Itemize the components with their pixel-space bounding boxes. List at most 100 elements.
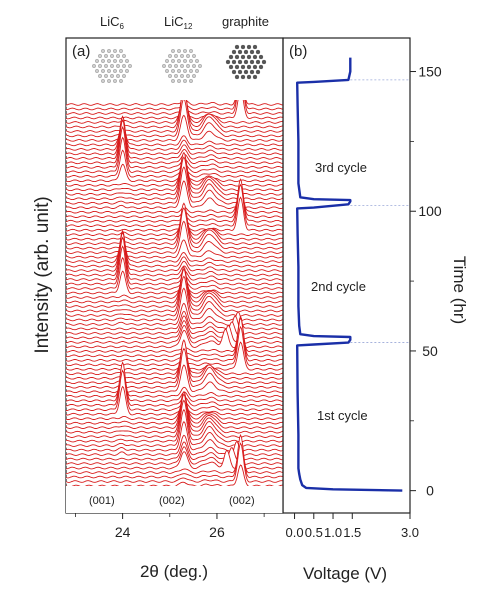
- xrd-pattern-fill: [66, 164, 283, 183]
- xrd-pattern-fill: [66, 443, 283, 484]
- y-tick-label: 100: [418, 203, 442, 219]
- xrd-pattern-trace: [66, 420, 283, 452]
- xrd-pattern-trace: [66, 114, 283, 142]
- xrd-pattern-trace: [66, 156, 283, 201]
- xrd-pattern-trace: [66, 440, 283, 461]
- panel-b-frame: [282, 37, 411, 514]
- xrd-pattern-trace: [66, 231, 283, 277]
- xrd-pattern-trace: [66, 235, 283, 263]
- peak-label-band: [66, 486, 283, 513]
- xrd-pattern-trace: [66, 163, 283, 183]
- xrd-pattern-trace: [66, 269, 283, 304]
- xrd-pattern-trace: [66, 266, 283, 308]
- xrd-pattern-trace: [66, 270, 283, 295]
- xrd-pattern-fill: [66, 399, 283, 421]
- xrd-pattern-trace: [66, 206, 283, 241]
- xrd-pattern-trace: [66, 348, 283, 376]
- xrd-pattern-trace: [66, 339, 283, 385]
- xrd-pattern-trace: [66, 390, 283, 434]
- xrd-pattern-trace: [66, 442, 283, 474]
- xrd-pattern-trace: [66, 287, 283, 322]
- licx12-label: LiC12: [164, 14, 193, 31]
- xrd-pattern-trace: [66, 371, 283, 398]
- x-tick-label: 1.5: [343, 525, 361, 540]
- xrd-pattern-trace: [66, 115, 283, 160]
- x-tick-label: 3.0: [401, 525, 419, 540]
- xrd-pattern-trace: [66, 178, 283, 223]
- xrd-pattern-trace: [66, 449, 283, 470]
- xrd-pattern-trace: [66, 347, 283, 389]
- xrd-pattern-fill: [66, 271, 283, 295]
- xrd-pattern-trace: [66, 118, 283, 165]
- xrd-pattern-trace: [66, 315, 283, 358]
- panel-a-xlabel: 2θ (deg.): [140, 562, 208, 581]
- xrd-pattern-trace: [66, 442, 283, 483]
- xrd-pattern-trace: [66, 100, 283, 106]
- xrd-pattern-trace: [66, 220, 283, 254]
- xrd-pattern-trace: [66, 180, 283, 210]
- panel-b-label: (b): [289, 43, 307, 60]
- panel-b-xlabel: Voltage (V): [303, 564, 387, 583]
- voltage-time-plot: [296, 57, 410, 492]
- graphite-label: graphite: [222, 14, 269, 29]
- xrd-pattern-fill: [66, 435, 283, 457]
- panel-a-label: (a): [72, 43, 90, 60]
- xrd-pattern-trace: [66, 324, 283, 344]
- graphite-lattice-icon: [225, 44, 267, 80]
- xrd-pattern-trace: [66, 275, 283, 299]
- panel-a-x-axis: 24 26: [75, 513, 265, 540]
- xrd-pattern-trace: [66, 126, 283, 169]
- xrd-pattern-trace: [66, 394, 283, 425]
- xrd-pattern-trace: [66, 302, 283, 326]
- xrd-pattern-trace: [66, 393, 283, 438]
- xrd-pattern-fill: [66, 342, 283, 372]
- panel-b-ylabel: Time (hr): [450, 256, 469, 324]
- xrd-pattern-trace: [66, 433, 283, 479]
- xrd-pattern-trace: [66, 325, 283, 367]
- xrd-pattern-trace: [66, 268, 283, 313]
- xrd-pattern-trace: [66, 231, 283, 268]
- cycle-label-3rd: 3rd cycle: [315, 160, 367, 175]
- xrd-pattern-fill: [66, 217, 283, 237]
- xrd-pattern-fill: [66, 197, 283, 233]
- xrd-pattern-trace: [66, 434, 283, 456]
- xrd-pattern-trace: [66, 152, 283, 192]
- xrd-pattern-trace: [66, 361, 283, 407]
- xrd-waterfall-plot: [66, 100, 283, 488]
- xrd-pattern-trace: [66, 183, 283, 227]
- crystal-structure-icons: [92, 44, 267, 83]
- xrd-pattern-trace: [66, 166, 283, 205]
- xrd-pattern-trace: [66, 123, 283, 147]
- xrd-pattern-fill: [66, 100, 283, 120]
- x-tick-label: 0.0: [286, 525, 304, 540]
- y-tick-label: 0: [426, 483, 434, 499]
- xrd-pattern-trace: [66, 149, 283, 178]
- xrd-pattern-trace: [66, 399, 283, 420]
- y-tick-label: 150: [418, 64, 442, 80]
- xrd-pattern-trace: [66, 391, 283, 429]
- xrd-pattern-trace: [66, 157, 283, 187]
- panel-b-axes: 0.0 0.5 1.0 1.5 3.0 0 50 100 150: [286, 64, 442, 540]
- xrd-pattern-trace: [66, 236, 283, 281]
- xrd-pattern-trace: [66, 408, 283, 447]
- xrd-pattern-trace: [66, 315, 283, 335]
- licx6-lattice-icon: [92, 49, 132, 83]
- xrd-pattern-fill: [66, 303, 283, 327]
- xrd-pattern-trace: [66, 310, 283, 331]
- xrd-pattern-trace: [66, 316, 283, 362]
- xrd-pattern-trace: [66, 362, 283, 403]
- xrd-pattern-trace: [66, 320, 283, 353]
- licx12-lattice-icon: [162, 49, 202, 83]
- peak-label-licx12: (002): [159, 495, 185, 507]
- xrd-pattern-trace: [66, 100, 283, 133]
- xrd-pattern-fill: [66, 329, 283, 349]
- xrd-pattern-trace: [66, 369, 283, 411]
- cycle-label-2nd: 2nd cycle: [311, 279, 366, 294]
- xrd-pattern-trace: [66, 100, 283, 115]
- xrd-pattern-trace: [66, 196, 283, 232]
- x-tick-label: 0.5: [305, 525, 323, 540]
- xrd-pattern-trace: [66, 245, 283, 286]
- xrd-pattern-trace: [66, 202, 283, 245]
- xrd-pattern-trace: [66, 275, 283, 317]
